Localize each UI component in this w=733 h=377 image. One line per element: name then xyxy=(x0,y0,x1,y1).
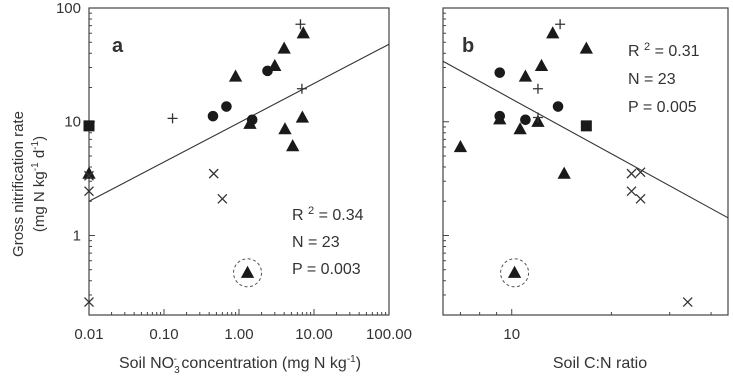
x-label-sup: -1 xyxy=(347,354,356,365)
point-cross xyxy=(84,170,94,181)
point-cross xyxy=(635,193,646,204)
point-cross xyxy=(217,193,228,204)
x-label-sup: - xyxy=(174,354,177,365)
panel-b-stat-n: N = 23 xyxy=(628,71,676,88)
point-triangle xyxy=(557,166,571,179)
panel-a-stat-n: N = 23 xyxy=(292,234,340,251)
panel-b-points xyxy=(453,19,693,307)
point-triangle xyxy=(243,116,257,129)
panel-b-stat-p: P = 0.005 xyxy=(628,99,697,116)
svg-text:Gross nitrification rate: Gross nitrification rate xyxy=(10,111,27,257)
panel-a-points xyxy=(82,19,310,307)
x-label-part: Soil NO xyxy=(119,355,174,372)
point-triangle xyxy=(493,112,507,125)
x-tick-label: 1.00 xyxy=(224,326,253,343)
panel-a: a 1 10 100 0.01 0.10 1.00 10.00 100.00 R 2 = 0.… xyxy=(56,0,412,376)
point-square xyxy=(83,120,95,132)
panel-b-stat-r2: R 2 = 0.31 xyxy=(628,41,700,60)
x-tick-label: 100.00 xyxy=(366,326,412,343)
point-triangle xyxy=(579,41,593,54)
point-cross xyxy=(635,167,646,178)
x-label-part: ) xyxy=(356,355,361,372)
outlier-circle xyxy=(233,258,263,288)
point-triangle xyxy=(518,69,533,82)
point-cross xyxy=(626,186,637,197)
x-label-part: concentration (mg N kg xyxy=(177,355,347,372)
regression-line xyxy=(88,43,390,202)
point-plus xyxy=(555,19,566,30)
y-tick-label: 10 xyxy=(64,114,81,131)
point-triangle xyxy=(295,110,310,123)
point-cross xyxy=(84,186,94,197)
point-cross xyxy=(84,297,94,307)
panel-b: b 10 R 2 = 0.31 N = 23 P = 0.005 Soil C:… xyxy=(442,7,729,372)
y-axis-label-unit-part: (mg N kg xyxy=(31,171,48,232)
y-axis-label-line1: Gross nitrification rate xyxy=(10,111,27,257)
shared-y-axis-label: Gross nitrification rate (mg N kg-1 d-1) xyxy=(10,111,48,257)
point-triangle xyxy=(296,26,310,39)
point-plus xyxy=(295,19,306,30)
panel-a-stat-r2-text: R xyxy=(292,207,304,224)
point-circle xyxy=(494,67,506,78)
point-cross xyxy=(626,168,637,179)
y-tick-label: 100 xyxy=(56,0,81,17)
panel-b-fit-group xyxy=(442,60,729,288)
y-axis-label-unit-part: ) xyxy=(31,136,48,141)
panel-a-label: a xyxy=(112,35,124,57)
point-plus xyxy=(532,112,543,123)
stat-r2-superscript: 2 xyxy=(308,205,314,217)
panel-b-label: b xyxy=(462,35,474,57)
point-triangle xyxy=(240,265,255,278)
point-triangle xyxy=(268,58,282,71)
point-triangle xyxy=(278,122,292,135)
stat-r2-superscript: 2 xyxy=(644,41,650,53)
panel-b-stat-r2-text: R xyxy=(628,43,640,60)
x-label-sub: 3 xyxy=(174,365,180,376)
point-plus xyxy=(532,83,543,94)
point-plus xyxy=(167,113,178,124)
point-circle xyxy=(520,114,531,126)
point-square xyxy=(580,120,592,132)
regression-line xyxy=(442,60,729,219)
point-circle xyxy=(552,101,564,112)
point-circle xyxy=(221,101,232,112)
x-tick-label: 0.10 xyxy=(149,326,178,343)
point-triangle xyxy=(277,41,291,54)
y-tick-label: 1 xyxy=(73,227,81,244)
point-triangle xyxy=(546,26,560,39)
panel-a-x-axis-label: Soil NO3- concentration (mg N kg-1) xyxy=(119,354,361,376)
point-circle xyxy=(207,110,219,122)
point-triangle xyxy=(228,69,243,82)
x-tick-label: 10.00 xyxy=(295,326,333,343)
panel-a-stat-p: P = 0.003 xyxy=(292,261,361,278)
panel-b-ticks: 10 xyxy=(443,7,712,343)
panel-b-frame xyxy=(442,7,729,316)
outlier-circle xyxy=(500,258,530,288)
stat-r2-value: = 0.31 xyxy=(650,43,699,60)
point-triangle xyxy=(507,265,522,278)
point-triangle xyxy=(453,139,468,153)
panel-b-x-axis-label: Soil C:N ratio xyxy=(553,355,647,372)
stat-r2-value: = 0.34 xyxy=(314,207,363,224)
x-tick-label: 0.01 xyxy=(74,326,103,343)
y-axis-label-unit-sup: -1 xyxy=(30,140,41,149)
svg-text:(mg N kg-1 d-1): (mg N kg-1 d-1) xyxy=(30,136,48,232)
y-axis-label-unit-sup: -1 xyxy=(30,162,41,171)
point-triangle xyxy=(513,122,527,135)
point-cross xyxy=(682,297,693,307)
x-tick-label: 10 xyxy=(503,326,520,343)
panel-a-ticks: 1 10 100 0.01 0.10 1.00 10.00 100.00 xyxy=(56,0,412,343)
panel-a-stat-r2: R 2 = 0.34 xyxy=(292,205,364,224)
point-triangle xyxy=(286,139,300,152)
y-axis-label-unit-part: d xyxy=(31,150,48,163)
point-plus xyxy=(296,83,307,94)
point-triangle xyxy=(534,58,549,71)
panel-a-fit-group xyxy=(88,43,390,288)
point-cross xyxy=(208,168,219,179)
